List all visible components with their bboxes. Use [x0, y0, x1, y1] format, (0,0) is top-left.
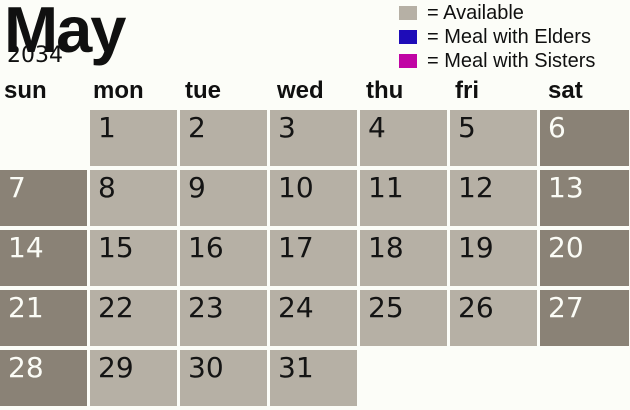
- day-number: 19: [458, 231, 494, 264]
- day-number: 6: [548, 111, 566, 144]
- calendar-day-26[interactable]: 26: [450, 290, 537, 346]
- day-number: 21: [8, 291, 44, 324]
- calendar-day-22[interactable]: 22: [90, 290, 177, 346]
- weekday-header-fri: fri: [455, 77, 479, 104]
- day-number: 29: [98, 351, 134, 384]
- day-number: 25: [368, 291, 404, 324]
- calendar-day-8[interactable]: 8: [90, 170, 177, 226]
- legend-row-sisters: = Meal with Sisters: [399, 49, 595, 73]
- calendar-day-16[interactable]: 16: [180, 230, 267, 286]
- calendar-day-9[interactable]: 9: [180, 170, 267, 226]
- year-label: 2034: [7, 43, 63, 68]
- legend-row-elders: = Meal with Elders: [399, 25, 595, 49]
- day-number: 4: [368, 111, 386, 144]
- calendar-day-21[interactable]: 21: [0, 290, 87, 346]
- day-number: 27: [548, 291, 584, 324]
- day-number: 26: [458, 291, 494, 324]
- day-number: 1: [98, 111, 116, 144]
- day-number: 8: [98, 171, 116, 204]
- day-number: 20: [548, 231, 584, 264]
- weekday-header-tue: tue: [185, 77, 221, 104]
- day-number: 9: [188, 171, 206, 204]
- day-number: 7: [8, 171, 26, 204]
- calendar-day-17[interactable]: 17: [270, 230, 357, 286]
- day-number: 28: [8, 351, 44, 384]
- legend-label-available: = Available: [427, 2, 524, 24]
- calendar-day-31[interactable]: 31: [270, 350, 357, 406]
- day-number: 30: [188, 351, 224, 384]
- day-number: 12: [458, 171, 494, 204]
- day-number: 11: [368, 171, 404, 204]
- calendar-day-5[interactable]: 5: [450, 110, 537, 166]
- weekday-header-mon: mon: [93, 77, 144, 104]
- calendar-day-2[interactable]: 2: [180, 110, 267, 166]
- calendar-day-12[interactable]: 12: [450, 170, 537, 226]
- calendar-day-13[interactable]: 13: [540, 170, 629, 226]
- calendar-day-4[interactable]: 4: [360, 110, 447, 166]
- calendar-day-27[interactable]: 27: [540, 290, 629, 346]
- day-number: 18: [368, 231, 404, 264]
- day-number: 13: [548, 171, 584, 204]
- sisters-color-swatch: [399, 54, 417, 68]
- day-number: 23: [188, 291, 224, 324]
- calendar-day-15[interactable]: 15: [90, 230, 177, 286]
- legend-label-sisters: = Meal with Sisters: [427, 50, 596, 72]
- day-number: 5: [458, 111, 476, 144]
- legend-row-available: = Available: [399, 1, 595, 25]
- calendar-day-19[interactable]: 19: [450, 230, 537, 286]
- day-number: 31: [278, 351, 314, 384]
- day-number: 2: [188, 111, 206, 144]
- weekday-header-sat: sat: [548, 77, 583, 104]
- day-number: 14: [8, 231, 44, 264]
- day-number: 17: [278, 231, 314, 264]
- calendar-day-6[interactable]: 6: [540, 110, 629, 166]
- calendar-day-30[interactable]: 30: [180, 350, 267, 406]
- day-number: 15: [98, 231, 134, 264]
- calendar-day-29[interactable]: 29: [90, 350, 177, 406]
- calendar-day-24[interactable]: 24: [270, 290, 357, 346]
- weekday-header-sun: sun: [4, 77, 47, 104]
- calendar-day-14[interactable]: 14: [0, 230, 87, 286]
- calendar-day-7[interactable]: 7: [0, 170, 87, 226]
- calendar-day-1[interactable]: 1: [90, 110, 177, 166]
- calendar-day-18[interactable]: 18: [360, 230, 447, 286]
- day-number: 16: [188, 231, 224, 264]
- weekday-header-wed: wed: [277, 77, 324, 104]
- weekday-header-thu: thu: [366, 77, 404, 104]
- calendar-day-11[interactable]: 11: [360, 170, 447, 226]
- day-number: 22: [98, 291, 134, 324]
- calendar-day-25[interactable]: 25: [360, 290, 447, 346]
- calendar-day-23[interactable]: 23: [180, 290, 267, 346]
- month-title: May: [4, 0, 126, 66]
- day-number: 10: [278, 171, 314, 204]
- legend: = Available = Meal with Elders = Meal wi…: [399, 1, 595, 73]
- calendar-day-3[interactable]: 3: [270, 110, 357, 166]
- available-color-swatch: [399, 6, 417, 20]
- day-number: 3: [278, 111, 296, 144]
- calendar-day-28[interactable]: 28: [0, 350, 87, 406]
- legend-label-elders: = Meal with Elders: [427, 26, 591, 48]
- day-number: 24: [278, 291, 314, 324]
- calendar-day-20[interactable]: 20: [540, 230, 629, 286]
- elders-color-swatch: [399, 30, 417, 44]
- calendar-day-10[interactable]: 10: [270, 170, 357, 226]
